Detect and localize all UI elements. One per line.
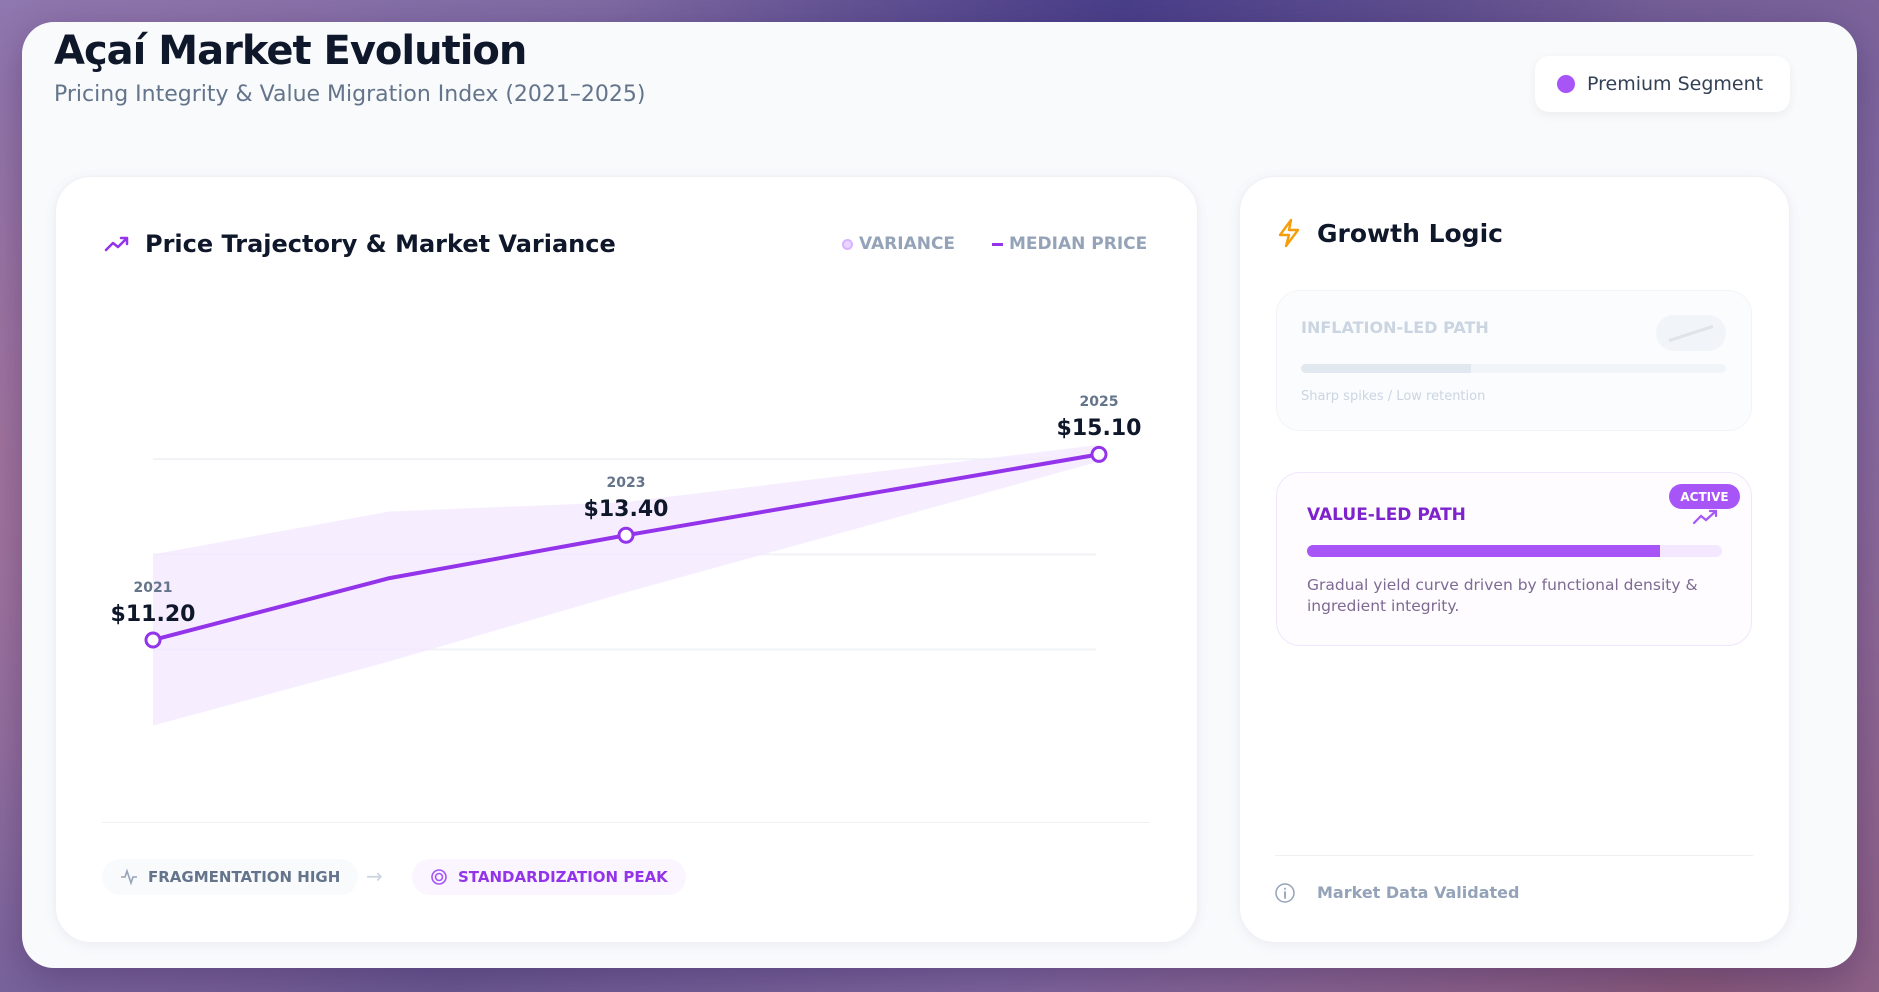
trend-flat-icon — [1656, 315, 1726, 351]
inflation-path-card[interactable] — [1276, 290, 1752, 431]
data-point — [1090, 445, 1108, 463]
chart-title: Price Trajectory & Market Variance — [145, 230, 616, 258]
data-point — [617, 526, 635, 544]
standardization-label: STANDARDIZATION PEAK — [458, 868, 668, 886]
segment-dot-icon — [1557, 75, 1575, 93]
inflation-progress-bar — [1301, 364, 1726, 373]
fragmentation-label: FRAGMENTATION HIGH — [148, 868, 341, 886]
value-progress-bar — [1307, 545, 1722, 557]
trending-up-icon — [1692, 509, 1718, 525]
legend-variance: VARIANCE — [842, 234, 955, 254]
segment-label: Premium Segment — [1587, 73, 1764, 95]
legend-median-label: MEDIAN PRICE — [1009, 234, 1148, 254]
market-data-validated: Market Data Validated — [1317, 883, 1520, 902]
premium-segment-badge[interactable]: Premium Segment — [1535, 56, 1790, 112]
variance-band — [153, 444, 1099, 726]
target-icon — [431, 869, 447, 885]
value-label: $13.40 — [583, 497, 669, 523]
value-path-title: VALUE-LED PATH — [1307, 505, 1466, 525]
activity-icon — [121, 868, 137, 886]
year-label: 2021 — [133, 580, 173, 596]
median-line-icon — [992, 242, 1003, 246]
active-badge: ACTIVE — [1669, 484, 1740, 509]
inflation-path-desc: Sharp spikes / Low retention — [1301, 389, 1486, 404]
trending-up-icon — [104, 236, 129, 252]
value-path-desc: Gradual yield curve driven by functional… — [1307, 576, 1698, 615]
inflation-progress-fill — [1301, 364, 1471, 373]
page-subtitle: Pricing Integrity & Value Migration Inde… — [54, 82, 646, 107]
legend-variance-label: VARIANCE — [859, 234, 956, 254]
year-label: 2025 — [1079, 394, 1119, 411]
value-progress-fill — [1307, 545, 1660, 557]
page-title: Açaí Market Evolution — [54, 28, 527, 74]
arrow-right-icon: → — [366, 864, 383, 888]
inflation-path-title: INFLATION-LED PATH — [1301, 318, 1489, 337]
median-price-line — [152, 452, 1100, 642]
value-label: $15.10 — [1056, 416, 1142, 442]
data-point — [144, 631, 162, 649]
variance-dot-icon — [842, 238, 853, 250]
divider — [102, 822, 1150, 823]
legend-median: MEDIAN PRICE — [992, 234, 1147, 254]
lightning-icon — [1278, 218, 1300, 248]
divider — [1275, 855, 1753, 856]
fragmentation-tag: FRAGMENTATION HIGH — [102, 859, 359, 895]
year-label: 2023 — [606, 475, 646, 492]
value-label: $11.20 — [110, 602, 196, 627]
standardization-tag: STANDARDIZATION PEAK — [412, 859, 686, 895]
info-icon — [1275, 883, 1295, 903]
growth-logic-title: Growth Logic — [1317, 219, 1503, 248]
